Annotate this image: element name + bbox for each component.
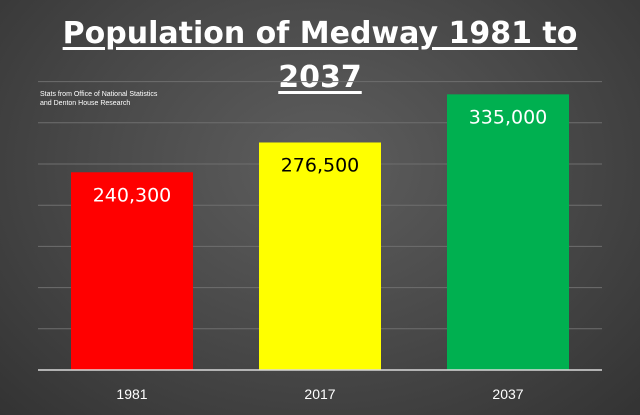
data-label-2017: 276,500 (281, 154, 360, 176)
bars: 240,300 276,500 335,000 (71, 94, 569, 370)
x-axis: 1981 2017 2037 (38, 369, 602, 402)
data-label-2037: 335,000 (469, 106, 548, 128)
bar-2037 (447, 94, 569, 370)
bar-1981 (71, 172, 193, 370)
x-tick-label-2037: 2037 (492, 386, 523, 402)
data-label-1981: 240,300 (93, 184, 172, 206)
chart-title-line-1: Population of Medway 1981 to (62, 16, 578, 51)
chart-title: Population of Medway 1981 to 2037 (0, 12, 640, 100)
source-note: Stats from Office of National Statistics… (40, 90, 240, 108)
x-tick-label-2017: 2017 (304, 386, 335, 402)
source-note-line-2: and Denton House Research (40, 100, 131, 107)
source-note-line-1: Stats from Office of National Statistics (40, 91, 158, 98)
bar-2017 (259, 142, 381, 370)
x-tick-label-1981: 1981 (116, 386, 147, 402)
chart-title-line-2: 2037 (278, 60, 362, 95)
